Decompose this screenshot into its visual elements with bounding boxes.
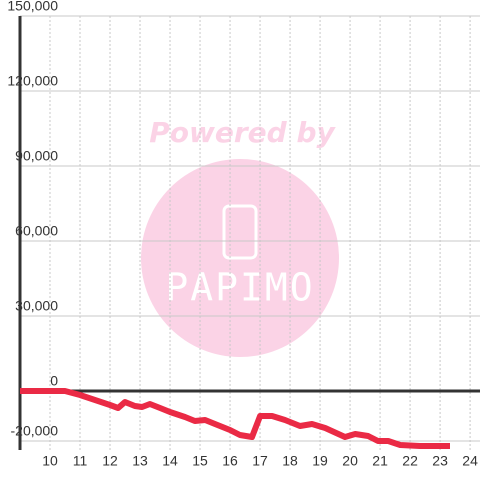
x-tick-label: 19 xyxy=(312,453,328,469)
y-tick-label: 30,000 xyxy=(15,298,58,314)
y-tick-label: 120,000 xyxy=(7,73,58,89)
y-tick-label: 90,000 xyxy=(15,148,58,164)
x-tick-label: 14 xyxy=(162,453,178,469)
x-tick-label: 16 xyxy=(222,453,238,469)
x-tick-label: 22 xyxy=(402,453,418,469)
x-tick-label: 13 xyxy=(132,453,148,469)
y-tick-label: 0 xyxy=(50,373,58,389)
x-tick-label: 12 xyxy=(102,453,118,469)
x-tick-label: 17 xyxy=(252,453,268,469)
x-tick-label: 21 xyxy=(372,453,388,469)
watermark-logo: PAPIMO xyxy=(165,266,314,310)
watermark-phone xyxy=(222,204,258,260)
x-tick-label: 11 xyxy=(73,453,88,469)
watermark-text: Powered by xyxy=(149,116,336,149)
x-tick-label: 10 xyxy=(42,453,58,469)
x-tick-label: 23 xyxy=(432,453,448,469)
y-tick-label: 60,000 xyxy=(15,223,58,239)
x-tick-label: 15 xyxy=(192,453,208,469)
x-tick-label: 18 xyxy=(282,453,298,469)
y-tick-label: 150,000 xyxy=(7,0,58,14)
x-tick-label: 20 xyxy=(342,453,358,469)
line-series xyxy=(20,388,450,449)
x-tick-label: 24 xyxy=(462,453,478,469)
y-tick-label: -20,000 xyxy=(11,423,59,439)
